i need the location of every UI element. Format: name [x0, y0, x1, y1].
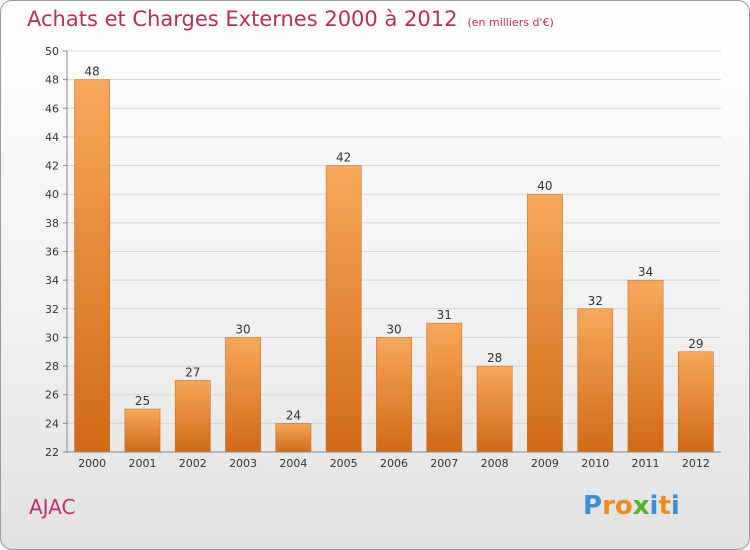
logo-letter: o	[614, 491, 633, 521]
logo-letter: P	[583, 491, 603, 521]
bar-value-label: 30	[386, 322, 401, 336]
x-tick-label: 2009	[531, 457, 559, 470]
bar-value-label: 31	[437, 308, 452, 322]
y-tick-label: 24	[45, 417, 59, 430]
bar-2010	[577, 308, 614, 453]
bar-2011	[627, 279, 664, 453]
y-tick-label: 36	[45, 246, 59, 259]
y-tick-label: 32	[45, 303, 59, 316]
y-tick-label: 48	[45, 74, 59, 87]
bar-2006	[376, 337, 412, 453]
bar-2008	[476, 365, 513, 453]
commune-name: AJAC	[29, 495, 76, 519]
chart-subtitle: (en milliers d'€)	[467, 16, 554, 29]
bar-value-label: 42	[336, 151, 351, 165]
y-tick-label: 44	[45, 131, 59, 144]
bar-2003	[225, 337, 261, 453]
x-tick-label: 2003	[229, 457, 257, 470]
bar-2005	[325, 165, 362, 453]
x-tick-label: 2001	[128, 457, 156, 470]
x-tick-label: 2008	[481, 457, 509, 470]
x-tick-label: 2011	[632, 457, 660, 470]
logo-letter: i	[649, 491, 659, 521]
x-tick-label: 2000	[78, 457, 106, 470]
bar-2009	[527, 193, 563, 453]
x-tick-label: 2006	[380, 457, 408, 470]
bar-value-label: 48	[85, 65, 100, 79]
bar-value-label: 24	[286, 408, 301, 422]
bar-value-label: 28	[487, 351, 502, 365]
bar-2007	[426, 322, 463, 453]
bar-2001	[124, 408, 161, 453]
bar-value-label: 40	[537, 179, 552, 193]
x-axis: 2000 2001 2002 2003 2004 2005 2006 2007 2008 2009…	[67, 451, 721, 470]
y-tick-label: 26	[45, 389, 59, 402]
bar-2012	[677, 351, 714, 453]
x-tick-label: 2005	[330, 457, 358, 470]
y-tick-label: 46	[45, 102, 59, 115]
y-tick-label: 30	[45, 331, 59, 344]
x-tick-label: 2002	[179, 457, 207, 470]
bars: 48 25 27 30 24 42 30 31 28 40 32 34 29	[74, 65, 714, 453]
proxiti-logo: Proxiti	[583, 491, 680, 521]
logo-letter: x	[632, 491, 650, 521]
chart-title-text: Achats et Charges Externes 2000 à 2012	[27, 7, 458, 31]
logo-letter: t	[658, 491, 671, 521]
bar-value-label: 25	[135, 394, 150, 408]
y-tick-label: 34	[45, 274, 59, 287]
y-axis: 22 24 26 28 30 32 34 36 38 40 42 44 46 48 50	[45, 45, 68, 459]
y-tick-label: 50	[45, 45, 59, 58]
bar-value-label: 30	[235, 322, 250, 336]
bar-value-label: 27	[185, 365, 200, 379]
y-tick-label: 38	[45, 217, 59, 230]
chart-title: Achats et Charges Externes 2000 à 2012 (e…	[27, 7, 554, 31]
x-tick-label: 2012	[682, 457, 710, 470]
bar-value-label: 29	[688, 337, 703, 351]
bar-2004	[275, 423, 312, 453]
x-tick-label: 2007	[430, 457, 458, 470]
x-tick-label: 2010	[581, 457, 609, 470]
logo-letter: i	[670, 491, 680, 521]
y-tick-label: 42	[45, 160, 59, 173]
y-tick-label: 22	[45, 446, 59, 459]
y-tick-label: 40	[45, 188, 59, 201]
logo-letter: r	[602, 491, 615, 521]
bar-value-label: 32	[588, 294, 603, 308]
bar-value-label: 34	[638, 265, 653, 279]
bar-2000	[74, 79, 111, 453]
x-tick-label: 2004	[279, 457, 307, 470]
y-tick-label: 28	[45, 360, 59, 373]
bar-2002	[174, 380, 211, 453]
